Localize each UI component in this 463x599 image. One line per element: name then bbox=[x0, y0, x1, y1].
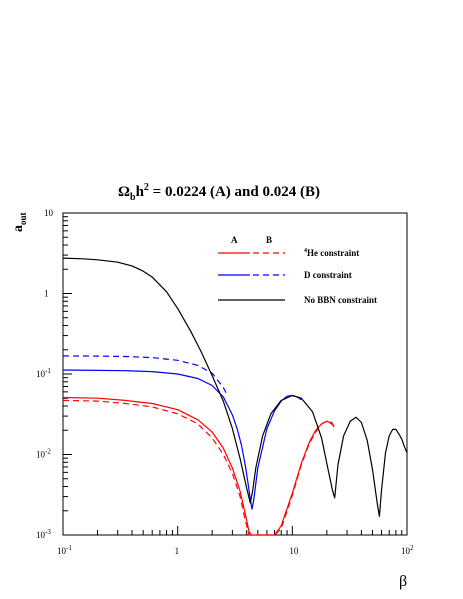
x-axis-label: β bbox=[399, 573, 407, 590]
legend-header-b: B bbox=[266, 235, 272, 245]
x-tick-label-1: 1 bbox=[175, 546, 180, 556]
x-tick-label-2: 10 bbox=[289, 546, 299, 556]
legend-label-2: No BBN constraint bbox=[304, 295, 377, 305]
legend-header-a: A bbox=[231, 235, 238, 245]
legend-label-1: D constraint bbox=[304, 270, 352, 280]
legend: A B 4He constraint D constraint No BBN const… bbox=[218, 235, 377, 305]
series-D-B bbox=[63, 355, 228, 396]
series-NoBBN bbox=[63, 257, 407, 518]
x-tick-label-3: 102 bbox=[401, 544, 414, 556]
series-D-A bbox=[63, 369, 302, 510]
axis-ticks bbox=[62, 216, 403, 536]
series-He-A bbox=[63, 396, 335, 535]
x-tick-label-0: 10-1 bbox=[57, 544, 72, 556]
y-tick-label-2: 10-1 bbox=[36, 367, 51, 379]
y-tick-label-3: 1 bbox=[44, 289, 49, 299]
chart-title: Ωbh2 = 0.0224 (A) and 0.024 (B) bbox=[118, 182, 320, 203]
legend-label-0: 4He constraint bbox=[304, 248, 359, 258]
y-tick-label-4: 10 bbox=[44, 208, 54, 218]
axis-tick-labels: 10-1 1 10 102 10-3 10-2 10-1 1 10 bbox=[36, 208, 414, 556]
y-axis-label: aout bbox=[11, 212, 28, 232]
y-tick-label-0: 10-3 bbox=[36, 528, 51, 540]
y-tick-label-1: 10-2 bbox=[36, 448, 51, 460]
curves bbox=[63, 257, 407, 535]
